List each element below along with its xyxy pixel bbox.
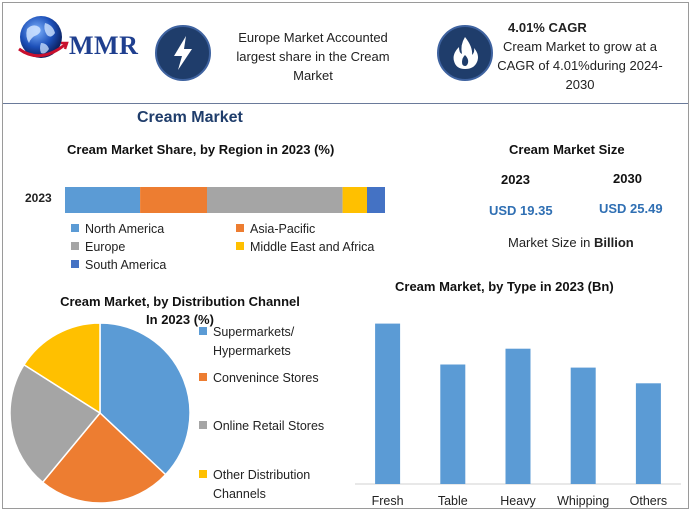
legend-north-america: North America [71,222,164,236]
legend-label: South America [85,258,167,272]
region-segment-europe [207,187,343,213]
pie-slice-supermarkets-hypermarkets [99,322,191,476]
type-bar-whipping [570,367,596,484]
legend-europe: Europe [71,240,125,254]
cagr-line-2: CAGR of 4.01%during 2024- [497,58,663,73]
type-bar-others [635,383,661,484]
type-tick-label: Others [630,494,668,508]
legend-swatch [199,421,207,429]
type-tick-label: Whipping [557,494,609,508]
market-size-year-2023: 2023 [501,172,530,187]
pie-slice-convenince-stores [41,411,167,504]
legend-swatch [199,327,207,335]
page-title: Cream Market [137,109,243,126]
distribution-title-line-2: In 2023 (%) [146,312,214,327]
type-bar-fresh [375,323,401,484]
cagr-line-1: Cream Market to grow at a [503,39,657,54]
lightning-icon [155,25,211,81]
mmr-logo: MMR [17,13,147,65]
legend-swatch [236,224,244,232]
type-bar-table [440,364,466,484]
legend-label: Convenince Stores [213,371,319,385]
type-bar-chart: Fresh Table Heavy Whipping Others [355,323,681,508]
europe-share-line-3: Market [293,68,333,83]
globe-icon [18,16,69,58]
type-bar-heavy [505,348,531,484]
region-segment-middle-east-and-africa [342,187,368,213]
legend-label-continued: Hypermarkets [213,344,291,358]
legend-swatch [71,224,79,232]
type-tick-label: Table [438,494,468,508]
pie-legend-online: Online Retail Stores [199,419,324,433]
legend-label: Online Retail Stores [213,419,325,433]
legend-label: Other Distribution [213,468,311,482]
legend-label: Supermarkets/ [213,325,295,339]
legend-south-america: South America [71,258,166,272]
region-chart-title: Cream Market Share, by Region in 2023 (%… [67,142,335,157]
cagr-line-3: 2030 [565,77,595,92]
pie-legend-convenience: Convenince Stores [199,371,319,385]
europe-share-line-1: Europe Market Accounted [238,30,388,45]
unit-note-bold: Billion [594,235,634,250]
pie-slice-other-distribution-channels [22,322,101,415]
flame-icon [437,25,493,81]
cagr-title: 4.01% CAGR [508,20,587,35]
pie-slice-online-retail-stores [9,363,102,484]
region-segment-north-america [65,187,141,213]
type-tick-label: Heavy [500,494,536,508]
infographic-frame: MMR Europe Market Accounted largest shar… [2,2,689,509]
legend-swatch [199,470,207,478]
type-tick-label: Fresh [372,494,404,508]
legend-swatch [71,260,79,268]
region-bar-year-label: 2023 [25,191,52,205]
europe-share-line-2: largest share in the Cream [236,49,390,64]
legend-swatch [236,242,244,250]
legend-label: North America [85,222,165,236]
unit-note-prefix: Market Size in [508,235,591,250]
cagr-note: Cream Market to grow at a CAGR of 4.01%d… [487,37,673,94]
legend-swatch [71,242,79,250]
legend-label-continued: Channels [213,487,266,501]
legend-swatch [199,373,207,381]
market-size-title: Cream Market Size [509,142,625,157]
distribution-title-line-1: Cream Market, by Distribution Channel [60,294,300,309]
europe-share-note: Europe Market Accounted largest share in… [225,28,401,85]
legend-label: Europe [85,240,126,254]
legend-label: Middle East and Africa [250,240,375,254]
type-chart-title: Cream Market, by Type in 2023 (Bn) [395,279,614,294]
market-size-unit-note: Market Size in Billion [508,235,634,250]
legend-middle-east-africa: Middle East and Africa [236,240,374,254]
distribution-chart-title: Cream Market, by Distribution Channel In… [45,293,315,329]
legend-label: Asia-Pacific [250,222,316,236]
logo-text: MMR [69,31,139,60]
legend-asia-pacific: Asia-Pacific [236,222,315,236]
pie-legend-other: Other Distribution Channels [199,466,310,504]
header-banner: MMR Europe Market Accounted largest shar… [3,3,688,104]
market-size-value-2023: USD 19.35 [489,203,553,218]
region-segment-asia-pacific [140,187,207,213]
pie-legend-supermarkets: Supermarkets/ Hypermarkets [199,323,294,361]
market-size-year-2030: 2030 [613,171,642,186]
region-segment-south-america [367,187,385,213]
market-size-value-2030: USD 25.49 [599,201,663,216]
distribution-pie-chart [9,322,191,504]
region-stacked-bar [65,187,385,213]
